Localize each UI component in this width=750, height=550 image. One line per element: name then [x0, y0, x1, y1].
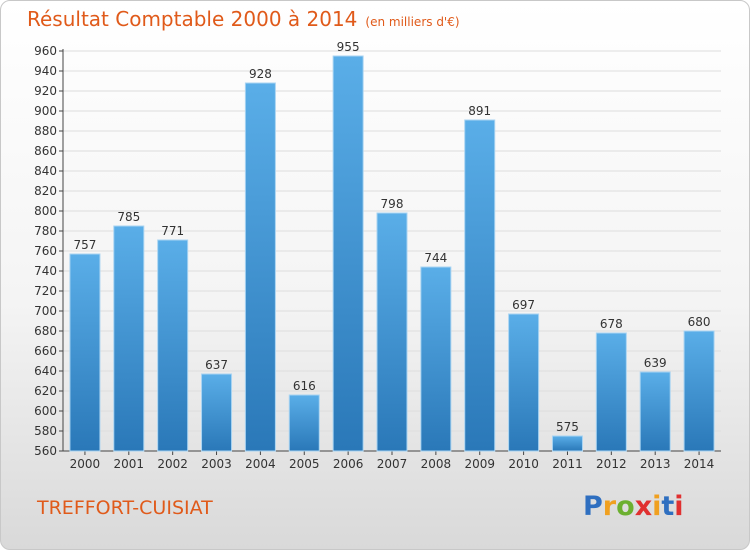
brand-logo: Proxiti: [583, 491, 684, 522]
bar-2004: [244, 82, 276, 452]
x-tick-label-2001: 2001: [114, 457, 145, 471]
y-tick-label: 840: [34, 164, 57, 178]
brand-letter: P: [583, 491, 603, 522]
x-tick-label-2008: 2008: [421, 457, 452, 471]
x-tick-label-2009: 2009: [464, 457, 495, 471]
value-label-2006: 955: [337, 40, 360, 54]
bar-2007: [376, 212, 408, 452]
x-tick-label-2014: 2014: [684, 457, 715, 471]
chart-subtitle: (en milliers d'€): [365, 15, 460, 29]
bar-2011: [551, 435, 583, 452]
x-tick-label-2004: 2004: [245, 457, 276, 471]
value-label-2005: 616: [293, 379, 316, 393]
bar-2010: [508, 313, 540, 452]
bar-2002: [157, 239, 189, 452]
bar-2006: [332, 55, 364, 452]
chart-title: Résultat Comptable 2000 à 2014 (en millie…: [27, 7, 460, 31]
y-tick-label: 580: [34, 424, 57, 438]
y-tick-label: 760: [34, 244, 57, 258]
bar-2005: [288, 394, 320, 452]
x-tick-label-2007: 2007: [377, 457, 408, 471]
x-tick-label-2013: 2013: [640, 457, 671, 471]
y-tick-label: 600: [34, 404, 57, 418]
brand-letter: o: [616, 491, 635, 522]
brand-letter: r: [602, 491, 617, 522]
x-tick-label-2006: 2006: [333, 457, 364, 471]
x-tick-label-2011: 2011: [552, 457, 583, 471]
value-label-2003: 637: [205, 358, 228, 372]
y-tick-label: 660: [34, 344, 57, 358]
x-tick-label-2002: 2002: [157, 457, 188, 471]
value-label-2001: 785: [117, 210, 140, 224]
bar-2013: [639, 371, 671, 452]
x-tick-label-2000: 2000: [70, 457, 101, 471]
bar-2003: [201, 373, 233, 452]
y-tick-label: 720: [34, 284, 57, 298]
value-label-2013: 639: [644, 356, 667, 370]
value-label-2007: 798: [381, 197, 404, 211]
x-tick-label-2010: 2010: [508, 457, 539, 471]
y-tick-label: 680: [34, 324, 57, 338]
y-tick-label: 620: [34, 384, 57, 398]
chart-title-text: Résultat Comptable 2000 à 2014: [27, 7, 358, 31]
y-tick-label: 880: [34, 124, 57, 138]
bar-2014: [683, 330, 715, 452]
brand-letter: i: [652, 491, 662, 522]
labels: 560 580 600 620 640 660 680 700 720 740 760 780 800 8…: [34, 40, 714, 471]
y-tick-label: 560: [34, 444, 57, 458]
x-tick-label-2005: 2005: [289, 457, 320, 471]
y-tick-label: 700: [34, 304, 57, 318]
y-tick-label: 860: [34, 144, 57, 158]
brand-letter: i: [674, 491, 684, 522]
value-label-2014: 680: [688, 315, 711, 329]
value-label-2012: 678: [600, 317, 623, 331]
bar-2000: [69, 253, 101, 452]
y-tick-label: 640: [34, 364, 57, 378]
y-tick-label: 940: [34, 64, 57, 78]
y-tick-label: 960: [34, 44, 57, 58]
commune-name: TREFFORT-CUISIAT: [37, 497, 213, 519]
bar-2008: [420, 266, 452, 452]
brand-letter: t: [661, 491, 675, 522]
value-label-2004: 928: [249, 67, 272, 81]
y-tick-label: 800: [34, 204, 57, 218]
value-label-2000: 757: [73, 238, 96, 252]
y-tick-label: 820: [34, 184, 57, 198]
value-label-2009: 891: [468, 104, 491, 118]
value-label-2008: 744: [424, 251, 447, 265]
y-tick-label: 780: [34, 224, 57, 238]
y-tick-label: 900: [34, 104, 57, 118]
x-tick-label-2003: 2003: [201, 457, 232, 471]
bars: [69, 55, 715, 452]
bar-2001: [113, 225, 145, 452]
value-label-2011: 575: [556, 420, 579, 434]
y-tick-label: 920: [34, 84, 57, 98]
x-tick-label-2012: 2012: [596, 457, 627, 471]
value-label-2002: 771: [161, 224, 184, 238]
value-label-2010: 697: [512, 298, 535, 312]
brand-letter: x: [634, 491, 653, 522]
bar-2012: [595, 332, 627, 452]
y-tick-label: 740: [34, 264, 57, 278]
bar-2009: [464, 119, 496, 452]
